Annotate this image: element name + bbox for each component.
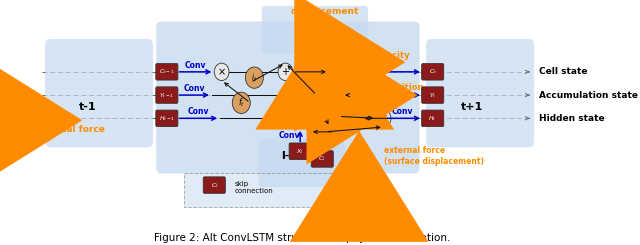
Text: $i_t$: $i_t$ [251, 71, 257, 84]
Text: $H_{t-1}$: $H_{t-1}$ [159, 114, 175, 123]
Text: Conv: Conv [383, 84, 404, 93]
FancyBboxPatch shape [426, 39, 534, 147]
Circle shape [376, 110, 391, 127]
Text: $O_t$: $O_t$ [324, 110, 335, 122]
FancyBboxPatch shape [328, 64, 349, 80]
Text: Accumulation state: Accumulation state [539, 91, 638, 99]
Text: position: position [385, 83, 423, 92]
Text: $C_t$: $C_t$ [335, 67, 343, 76]
FancyBboxPatch shape [262, 5, 368, 53]
Text: $Y_t$: $Y_t$ [429, 91, 436, 99]
Text: velocity: velocity [373, 51, 411, 60]
Text: Conv: Conv [188, 107, 209, 116]
FancyBboxPatch shape [360, 110, 382, 126]
Text: Conv: Conv [185, 61, 206, 70]
Text: displacement: displacement [291, 7, 359, 16]
Text: $Y_t$: $Y_t$ [351, 91, 359, 99]
Text: $C_l$: $C_l$ [319, 155, 326, 163]
Text: $C_l$: $C_l$ [211, 181, 218, 190]
Circle shape [245, 67, 264, 88]
Text: $H_t$: $H_t$ [428, 114, 437, 123]
FancyBboxPatch shape [344, 87, 366, 103]
Text: t+1: t+1 [461, 102, 483, 112]
FancyBboxPatch shape [204, 177, 225, 193]
Text: l-1: l-1 [282, 151, 298, 161]
Circle shape [214, 63, 229, 81]
Text: l+1: l+1 [305, 16, 325, 26]
FancyBboxPatch shape [422, 87, 444, 103]
FancyBboxPatch shape [422, 110, 444, 126]
Text: ×: × [218, 67, 226, 77]
FancyBboxPatch shape [311, 151, 333, 167]
Circle shape [335, 86, 350, 104]
Text: $H_t$: $H_t$ [367, 114, 376, 123]
FancyBboxPatch shape [259, 139, 344, 187]
Text: $X_l$: $X_l$ [296, 147, 304, 156]
Text: Figure 2: Alt ConvLSTM structure for physical simulation.: Figure 2: Alt ConvLSTM structure for phy… [154, 233, 450, 243]
Text: $Y_{t-1}$: $Y_{t-1}$ [159, 91, 175, 99]
Circle shape [310, 122, 326, 142]
FancyBboxPatch shape [156, 87, 178, 103]
Text: $f_t$: $f_t$ [238, 97, 244, 109]
Text: $C_{t-1}$: $C_{t-1}$ [159, 67, 175, 76]
Text: $C_t$: $C_t$ [429, 67, 436, 76]
FancyBboxPatch shape [156, 22, 420, 173]
Text: Cell state: Cell state [539, 67, 588, 76]
Text: t-1: t-1 [79, 102, 97, 112]
Text: Hidden state: Hidden state [539, 114, 605, 123]
Text: Conv: Conv [375, 61, 396, 70]
Text: tanh: tanh [312, 129, 324, 134]
Text: tanh: tanh [304, 93, 316, 98]
FancyBboxPatch shape [289, 143, 311, 159]
FancyBboxPatch shape [156, 64, 178, 80]
Text: ×: × [380, 113, 388, 123]
Text: Conv: Conv [279, 131, 300, 140]
Circle shape [278, 63, 293, 81]
Circle shape [321, 106, 339, 127]
Circle shape [232, 92, 250, 113]
Text: +: + [339, 90, 347, 100]
Text: Conv: Conv [184, 84, 205, 93]
FancyBboxPatch shape [422, 64, 444, 80]
Text: l-m: l-m [204, 181, 223, 191]
Text: +: + [282, 67, 289, 77]
FancyBboxPatch shape [184, 172, 351, 207]
Circle shape [302, 86, 318, 105]
Text: external force
(surface displacement): external force (surface displacement) [383, 146, 484, 166]
Text: Conv: Conv [391, 107, 413, 116]
FancyBboxPatch shape [156, 110, 178, 126]
Text: skip
connection: skip connection [235, 181, 273, 194]
FancyBboxPatch shape [45, 39, 153, 147]
Text: Internal force: Internal force [35, 125, 104, 135]
